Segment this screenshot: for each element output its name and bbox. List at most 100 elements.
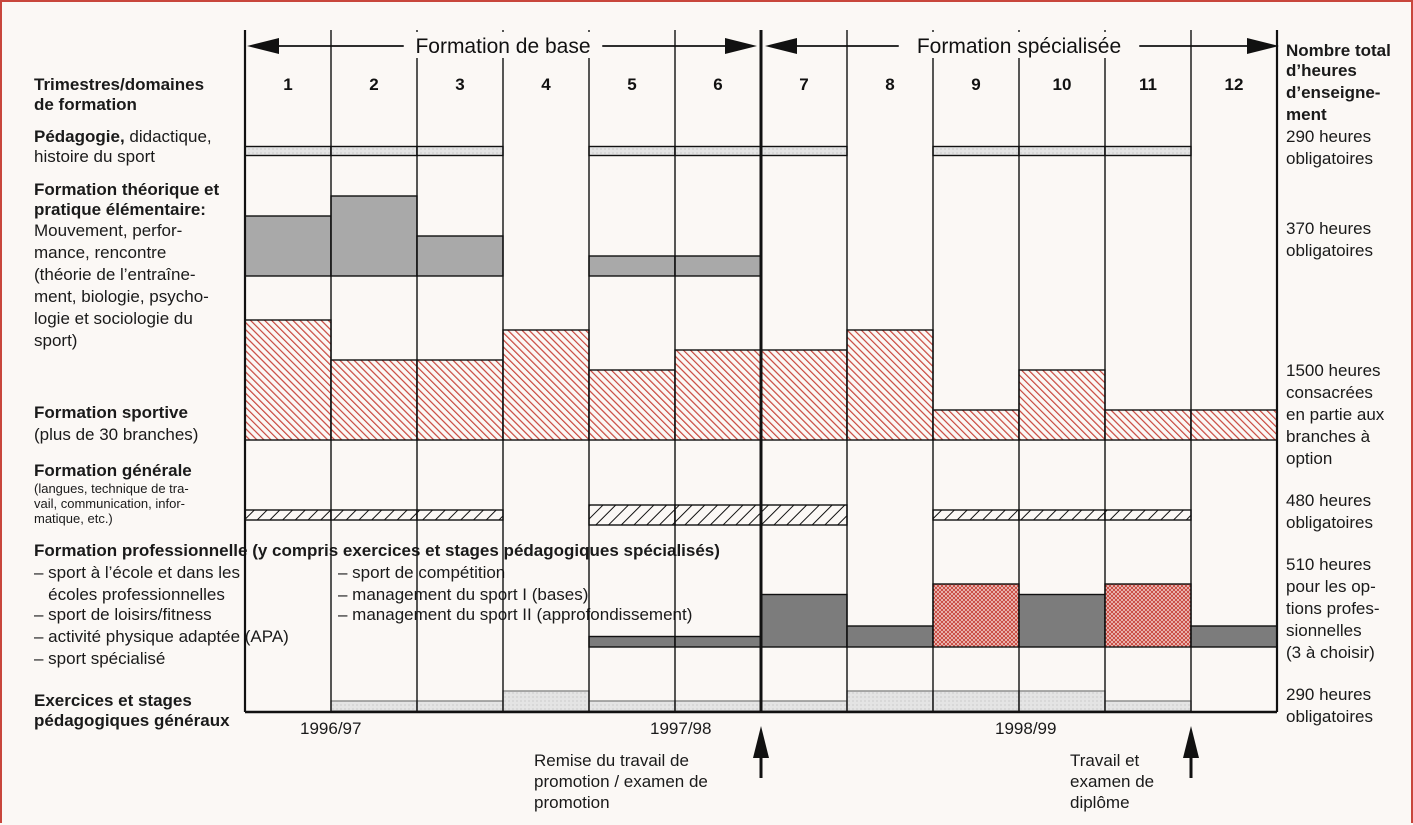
sportive-bar-10 — [1018, 369, 1106, 441]
prof-left-1: – sport à l’école et dans les — [34, 563, 241, 582]
generale-bar-7 — [760, 504, 848, 526]
stages-bar-10 — [1018, 690, 1106, 712]
trimester-3: 3 — [455, 75, 464, 94]
professionnelle-bar-11 — [1104, 583, 1192, 648]
sportive-bar-8 — [846, 329, 934, 441]
total-sportive-1: 1500 heures — [1286, 361, 1381, 380]
milestone-promotion-arrow-head — [753, 726, 769, 758]
stages-bar-5 — [588, 700, 676, 712]
trimester-2: 2 — [369, 75, 378, 94]
milestone-promotion-3: promotion — [534, 793, 610, 812]
pedagogie-bar-3 — [416, 145, 504, 157]
prof-right-3: – management du sport II (approfondissem… — [338, 605, 693, 624]
generale-bar-5 — [588, 504, 676, 526]
stages-bar-9 — [932, 690, 1020, 712]
generale-bar-2 — [330, 509, 418, 521]
generale-bar-1 — [244, 509, 332, 521]
stages-bar-7 — [760, 700, 848, 712]
arrow-formation-base-right-head — [725, 38, 757, 54]
total-prof-3: tions profes- — [1286, 599, 1380, 618]
total-generale-2: obligatoires — [1286, 513, 1373, 532]
theorique-bar-3 — [416, 235, 504, 277]
generale-bar-6 — [674, 504, 762, 526]
milestone-diplome-1: Travail et — [1070, 751, 1140, 770]
professionnelle-bar-7 — [760, 593, 848, 648]
total-theorique-2: obligatoires — [1286, 241, 1373, 260]
total-prof-2: pour les op- — [1286, 577, 1376, 596]
generale-title: Formation générale — [34, 461, 192, 480]
trimester-7: 7 — [799, 75, 808, 94]
theorique-bar-2 — [330, 195, 418, 277]
row-header-line2: de formation — [34, 95, 137, 114]
phase-base-label: Formation de base — [415, 35, 590, 58]
theorique-bar-1 — [244, 215, 332, 277]
milestone-diplome-3: diplôme — [1070, 793, 1130, 812]
sportive-bar-6 — [674, 349, 762, 441]
sportive-sub: (plus de 30 branches) — [34, 425, 199, 444]
generale-bar-10 — [1018, 509, 1106, 521]
theorique-bar-6 — [674, 255, 762, 277]
milestone-diplome-arrow-head — [1183, 726, 1199, 758]
theorique-line-3: (théorie de l’entraîne- — [34, 265, 196, 284]
total-header-1: Nombre total — [1286, 41, 1391, 60]
sportive-bar-2 — [330, 359, 418, 441]
total-prof-5: (3 à choisir) — [1286, 643, 1375, 662]
total-header-4: ment — [1286, 105, 1327, 124]
total-pedagogie-1: 290 heures — [1286, 127, 1372, 146]
total-sportive-2: consacrées — [1286, 383, 1373, 402]
total-generale-1: 480 heures — [1286, 491, 1372, 510]
professionnelle-bar-9 — [932, 583, 1020, 648]
theorique-line-1: Mouvement, perfor- — [34, 221, 183, 240]
generale-bar-3 — [416, 509, 504, 521]
generale-sub-2: vail, communication, infor- — [34, 496, 185, 511]
arrow-formation-base-left-head — [247, 38, 279, 54]
stages-bar-4 — [502, 690, 590, 712]
phase-specialisee-label: Formation spécialisée — [917, 35, 1121, 58]
trimester-12: 12 — [1225, 75, 1244, 94]
prof-left-2: écoles professionnelles — [34, 585, 225, 604]
total-pedagogie-2: obligatoires — [1286, 149, 1373, 168]
stages-bar-2 — [330, 700, 418, 712]
sportive-bar-1 — [244, 319, 332, 441]
pedagogie-bar-10 — [1018, 145, 1106, 157]
theorique-title-1: Formation théorique et — [34, 180, 220, 199]
total-header-3: d’enseigne- — [1286, 83, 1381, 102]
sportive-bar-5 — [588, 369, 676, 441]
professionnelle-bar-10 — [1018, 593, 1106, 648]
total-sportive-3: en partie aux — [1286, 405, 1385, 424]
stages-bar-3 — [416, 700, 504, 712]
trimester-10: 10 — [1053, 75, 1072, 94]
trimester-1: 1 — [283, 75, 292, 94]
total-prof-4: sionnelles — [1286, 621, 1362, 640]
pedagogie-title: Pédagogie, — [34, 127, 125, 146]
generale-bar-9 — [932, 509, 1020, 521]
pedagogie-bar-1 — [244, 145, 332, 157]
theorique-line-2: mance, rencontre — [34, 243, 167, 262]
total-stages-2: obligatoires — [1286, 707, 1373, 726]
trimester-11: 11 — [1139, 75, 1157, 94]
arrow-formation-specialisee-left-head — [765, 38, 797, 54]
prof-left-5: – sport spécialisé — [34, 649, 166, 668]
prof-left-3: – sport de loisirs/fitness — [34, 605, 212, 624]
trimester-6: 6 — [713, 75, 722, 94]
pedagogie-bar-11 — [1104, 145, 1192, 157]
year-1998-99: 1998/99 — [995, 719, 1057, 738]
phase-base-label-bg — [403, 32, 603, 58]
trimester-8: 8 — [885, 75, 894, 94]
stages-bar-8 — [846, 690, 934, 712]
theorique-line-5: logie et sociologie du — [34, 309, 193, 328]
trimester-9: 9 — [971, 75, 980, 94]
phase-specialisee-label-bg — [898, 32, 1140, 58]
milestone-diplome-2: examen de — [1070, 772, 1155, 791]
sportive-bar-4 — [502, 329, 590, 441]
professionnelle-bar-12 — [1190, 625, 1278, 648]
milestone-promotion-2: promotion / examen de — [534, 772, 708, 791]
pedagogie-rest: didactique, — [124, 127, 212, 146]
stages-line-2: pédagogiques généraux — [34, 711, 230, 730]
total-prof-1: 510 heures — [1286, 555, 1372, 574]
pedagogie-bar-9 — [932, 145, 1020, 157]
professionnelle-bar-5 — [588, 635, 676, 648]
milestone-promotion-1: Remise du travail de — [534, 751, 689, 770]
professionnelle-bar-8 — [846, 625, 934, 648]
total-theorique-1: 370 heures — [1286, 219, 1372, 238]
